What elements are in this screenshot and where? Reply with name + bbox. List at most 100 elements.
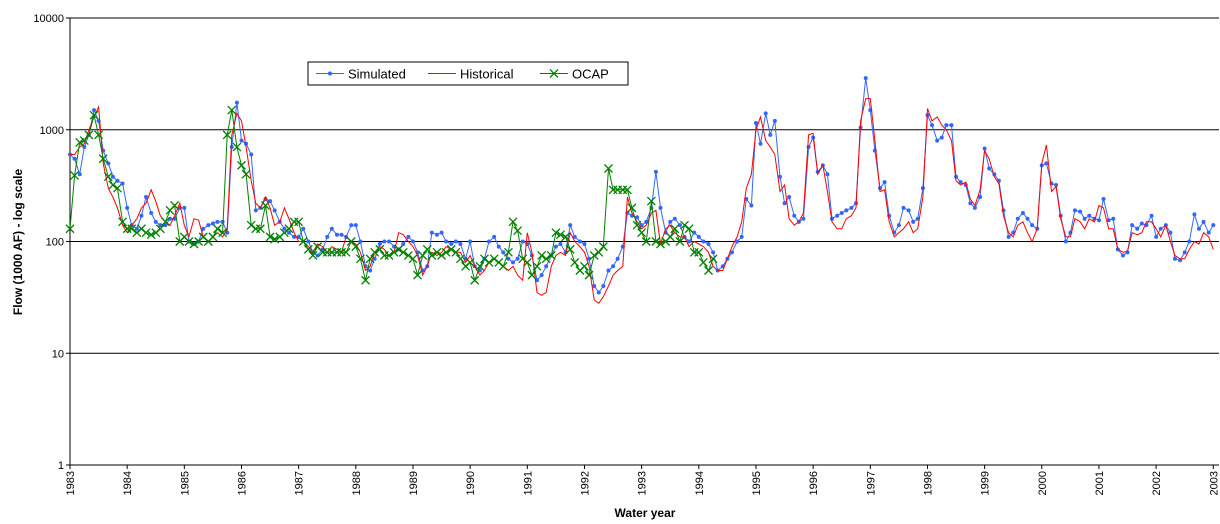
- point: [844, 208, 849, 213]
- point: [1149, 213, 1154, 218]
- point: [153, 219, 158, 224]
- point: [637, 228, 647, 238]
- x-tick-label: 1995: [751, 471, 763, 495]
- point: [427, 251, 437, 260]
- point: [596, 290, 601, 295]
- point: [694, 247, 704, 257]
- point: [451, 247, 461, 257]
- x-tick-label: 1986: [236, 471, 248, 495]
- point: [958, 180, 963, 185]
- point: [406, 234, 411, 239]
- point: [227, 105, 237, 115]
- point: [604, 164, 613, 173]
- point: [939, 135, 944, 140]
- point: [339, 232, 344, 237]
- point: [496, 244, 501, 249]
- point: [527, 270, 537, 280]
- point: [234, 100, 239, 105]
- point: [72, 156, 77, 161]
- point: [182, 205, 187, 210]
- point: [1154, 234, 1159, 239]
- legend-label: Historical: [460, 67, 514, 82]
- point: [611, 264, 616, 269]
- point: [1187, 239, 1192, 244]
- point: [739, 234, 744, 239]
- x-tick-label: 1996: [808, 471, 820, 495]
- point: [1087, 213, 1092, 218]
- point: [125, 205, 130, 210]
- point: [455, 254, 465, 264]
- point: [218, 228, 228, 238]
- point: [582, 241, 587, 246]
- point: [639, 223, 644, 228]
- point: [413, 270, 423, 280]
- point: [556, 230, 565, 240]
- x-tick-label: 1990: [465, 471, 477, 495]
- point: [98, 154, 108, 164]
- point: [544, 264, 549, 269]
- x-tick-label: 1988: [351, 471, 363, 495]
- point: [1172, 256, 1177, 261]
- point: [375, 244, 385, 254]
- point: [615, 256, 620, 261]
- point: [749, 203, 754, 208]
- point: [587, 256, 592, 261]
- point: [641, 237, 651, 246]
- point: [294, 217, 304, 227]
- point: [349, 223, 354, 228]
- x-tick-label: 1999: [980, 471, 992, 495]
- point: [341, 247, 351, 257]
- point: [949, 123, 954, 128]
- point: [670, 224, 680, 234]
- point: [987, 166, 992, 171]
- y-tick-label: 100: [46, 237, 64, 249]
- point: [437, 251, 447, 260]
- y-tick-label: 1000: [40, 125, 64, 137]
- point: [594, 247, 604, 257]
- point: [282, 226, 287, 231]
- point: [232, 142, 242, 152]
- point: [270, 234, 280, 244]
- x-tick-label: 2000: [1037, 471, 1049, 495]
- point: [704, 266, 713, 275]
- point: [155, 224, 165, 234]
- point: [384, 251, 394, 260]
- point: [206, 223, 211, 228]
- point: [75, 137, 85, 147]
- point: [968, 201, 973, 206]
- point: [222, 130, 232, 140]
- point: [1063, 239, 1068, 244]
- x-tick-label: 1989: [408, 471, 420, 495]
- point: [225, 230, 230, 235]
- point: [353, 223, 358, 228]
- point: [498, 261, 508, 271]
- legend-label: Simulated: [348, 67, 406, 82]
- point: [1135, 226, 1140, 231]
- point: [265, 232, 275, 242]
- point: [501, 250, 506, 255]
- point: [237, 160, 246, 170]
- x-tick-label: 1993: [637, 471, 649, 495]
- point: [901, 205, 906, 210]
- point: [215, 219, 220, 224]
- point: [753, 120, 758, 125]
- point: [1158, 226, 1163, 231]
- point: [1130, 223, 1135, 228]
- x-tick-label: 1992: [579, 471, 591, 495]
- point: [711, 250, 716, 255]
- point: [729, 250, 734, 255]
- point: [511, 260, 516, 265]
- point: [434, 232, 439, 237]
- point: [758, 141, 763, 146]
- point: [298, 237, 308, 246]
- legend-marker: [328, 71, 332, 76]
- point: [372, 256, 377, 261]
- point: [708, 254, 718, 264]
- point: [584, 270, 594, 280]
- point: [465, 257, 475, 267]
- point: [308, 251, 318, 260]
- point: [1020, 210, 1025, 215]
- point: [692, 230, 697, 235]
- point: [389, 247, 399, 257]
- point: [513, 226, 523, 236]
